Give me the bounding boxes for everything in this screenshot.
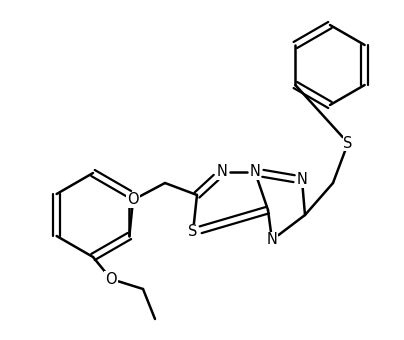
- Text: N: N: [297, 172, 307, 187]
- Text: N: N: [250, 165, 261, 180]
- Text: S: S: [343, 136, 353, 151]
- Text: N: N: [217, 165, 227, 180]
- Text: N: N: [267, 233, 278, 248]
- Text: S: S: [188, 224, 198, 239]
- Text: O: O: [127, 192, 139, 207]
- Text: O: O: [105, 272, 117, 287]
